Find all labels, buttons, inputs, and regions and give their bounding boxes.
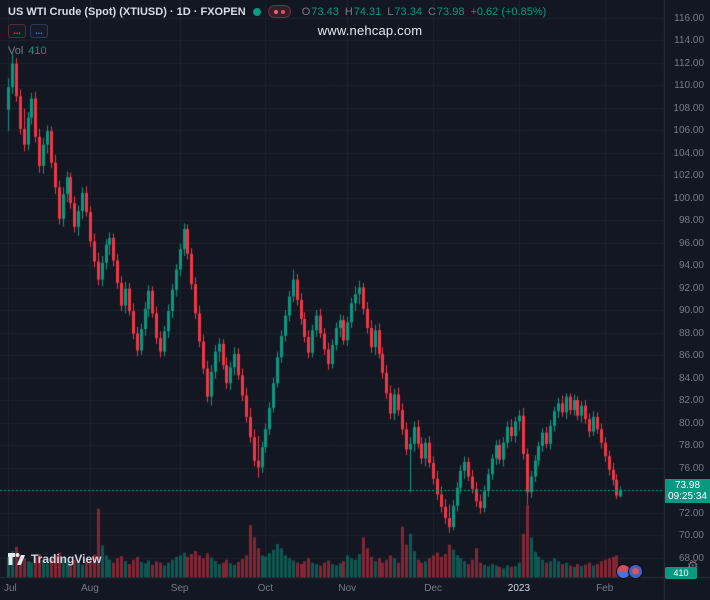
chart-legend: US WTI Crude (Spot) (XTIUSD) · 1D · FXOP… <box>8 5 546 57</box>
time-tick-label: Oct <box>257 583 274 594</box>
price-tick-label: 108.00 <box>673 102 704 114</box>
price-tick-label: 112.00 <box>674 57 704 69</box>
price-tick-label: 92.00 <box>678 282 704 294</box>
high-label: H <box>344 5 353 18</box>
last-price-value: 73.98 <box>674 480 701 492</box>
bar-countdown: 09:25:34 <box>668 491 707 503</box>
price-tick-label: 114.00 <box>674 35 704 46</box>
price-tick-label: 90.00 <box>678 305 704 316</box>
time-tick-label: 2023 <box>507 583 531 594</box>
price-tick-label: 84.00 <box>678 372 704 384</box>
indicator-badge[interactable] <box>267 5 291 18</box>
close-label: C <box>427 5 436 18</box>
watermark-text: www.nehcap.com <box>317 23 423 38</box>
price-tick-label: 94.00 <box>678 260 704 271</box>
close-value: 73.98 <box>436 5 465 18</box>
price-tick-label: 68.00 <box>678 552 704 564</box>
time-axis[interactable]: Jul Aug Sep Oct Nov Dec 2023 Feb <box>0 578 665 600</box>
change-value: +0.62 (+0.85%) <box>470 5 547 18</box>
indicator-dot-icon <box>273 9 278 14</box>
high-value: 74.31 <box>353 5 382 18</box>
tradingview-logo-text: TradingView <box>31 552 102 566</box>
tradingview-logo[interactable]: TradingView <box>8 552 101 566</box>
price-tick-label: 70.00 <box>678 530 704 541</box>
price-tick-label: 76.00 <box>678 462 704 474</box>
price-tick-label: 100.00 <box>673 192 704 204</box>
volume-label: Vol <box>8 45 24 57</box>
indicator-dot-icon <box>280 9 285 14</box>
time-tick-label: Nov <box>338 583 357 594</box>
open-label: O <box>301 5 311 18</box>
price-tick-label: 80.00 <box>678 417 704 429</box>
price-tick-label: 78.00 <box>678 440 704 451</box>
time-tick-label: Feb <box>596 583 614 594</box>
price-tick-label: 72.00 <box>678 507 704 519</box>
price-tick-label: 98.00 <box>678 215 704 226</box>
settings-gear-icon[interactable]: ⚙ <box>687 558 699 573</box>
low-label: L <box>387 5 394 18</box>
time-tick-label: Sep <box>170 583 189 594</box>
time-tick-label: Jul <box>4 583 17 594</box>
reaction-badge-icon[interactable] <box>628 564 643 579</box>
volume-axis-badge: 410 <box>665 567 697 579</box>
reaction-badges[interactable] <box>616 564 643 579</box>
open-value: 73.43 <box>311 5 339 18</box>
price-tick-label: 88.00 <box>678 327 704 339</box>
low-value: 73.34 <box>394 5 422 18</box>
price-tick-label: 104.00 <box>673 147 704 159</box>
price-tick-label: 106.00 <box>673 125 704 136</box>
last-price-badge: 73.98 09:25:34 <box>665 479 710 504</box>
price-tick-label: 86.00 <box>678 350 704 361</box>
price-tick-label: 102.00 <box>673 170 704 181</box>
price-tick-label: 116.00 <box>674 12 704 24</box>
price-axis[interactable]: 116.00 114.00 112.00 110.00 108.00 106.00 104.… <box>665 0 710 578</box>
price-tick-label: 82.00 <box>678 395 704 406</box>
time-tick-label: Aug <box>80 583 99 594</box>
time-tick-label: Dec <box>424 583 442 594</box>
price-tick-label: 96.00 <box>678 237 704 249</box>
symbol-title[interactable]: US WTI Crude (Spot) (XTIUSD) · 1D · FXOP… <box>8 5 246 18</box>
tradingview-mark-icon <box>8 553 25 565</box>
price-tick-label: 110.00 <box>674 80 704 91</box>
ohlc-values: O 73.43 H 74.31 L 73.34 C 73.98 +0.62 (+0.85… <box>302 6 547 18</box>
legend-button-red[interactable]: ... <box>8 24 26 38</box>
market-status-icon[interactable] <box>252 7 261 16</box>
legend-button-blue[interactable]: ... <box>30 24 48 38</box>
volume-value: 410 <box>28 45 47 57</box>
